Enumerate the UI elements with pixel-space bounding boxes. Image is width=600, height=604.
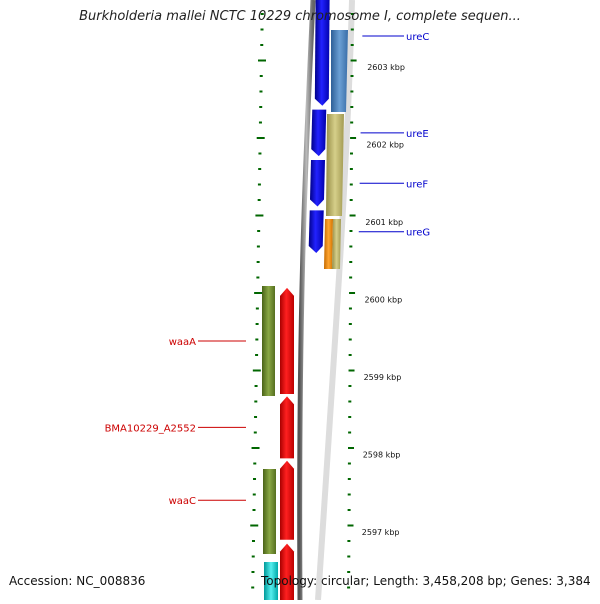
- gene-label[interactable]: ureE: [406, 129, 429, 140]
- accession-text: Accession: NC_008836: [9, 574, 146, 588]
- gene-arrow-reverse[interactable]: [314, 0, 330, 106]
- tick-label: 2597 kbp: [362, 528, 400, 537]
- backbone-line: [297, 0, 316, 601]
- tick-label: 2600 kbp: [365, 296, 403, 305]
- gene-arrow-forward[interactable]: [280, 396, 294, 459]
- gene-label[interactable]: ureF: [406, 179, 428, 190]
- cog-block-ureG-orange: [324, 219, 333, 269]
- tick-label: 2598 kbp: [363, 451, 401, 460]
- gene-label[interactable]: waaA: [169, 337, 196, 348]
- cog-block-next: [264, 562, 278, 600]
- cog-block-ureC: [331, 30, 348, 112]
- gene-arrow-reverse[interactable]: [311, 109, 327, 157]
- gene-arrow-reverse[interactable]: [310, 160, 325, 207]
- cog-ring-reverse: [324, 30, 348, 269]
- topology-text: Topology: circular; Length: 3,458,208 bp…: [261, 574, 591, 588]
- tick-label: 2599 kbp: [364, 373, 402, 382]
- map-title: Burkholderia mallei NCTC 10229 chromosom…: [79, 9, 521, 24]
- gene-arrow-forward[interactable]: [280, 287, 294, 395]
- cog-block-ureG-khaki: [332, 219, 341, 269]
- cog-ring-forward: [262, 286, 278, 600]
- cog-block-waaC: [263, 469, 276, 554]
- tick-label: 2601 kbp: [365, 218, 403, 227]
- gene-arrow-forward[interactable]: [280, 543, 294, 604]
- tick-label: 2602 kbp: [366, 141, 404, 150]
- gene-labels: ureC ureE ureF ureG waaA BMA10229_A2552 waaC: [105, 32, 431, 507]
- gene-label[interactable]: waaC: [169, 496, 196, 507]
- gene-label[interactable]: ureG: [406, 228, 430, 239]
- gene-label[interactable]: BMA10229_A2552: [105, 423, 196, 434]
- cog-block-waaA: [262, 286, 275, 396]
- tick-marks: 2603 kbp 2602 kbp 2601 kbp 2600 kbp 2599 kbp…: [250, 13, 405, 589]
- tick-label: 2603 kbp: [367, 63, 405, 72]
- gene-features: [198, 0, 404, 604]
- gene-label[interactable]: ureC: [406, 32, 429, 43]
- outer-ring-arc: [315, 0, 355, 601]
- gene-arrow-forward[interactable]: [280, 460, 294, 540]
- cog-block-ureE: [326, 114, 344, 216]
- gene-arrow-reverse[interactable]: [308, 210, 324, 253]
